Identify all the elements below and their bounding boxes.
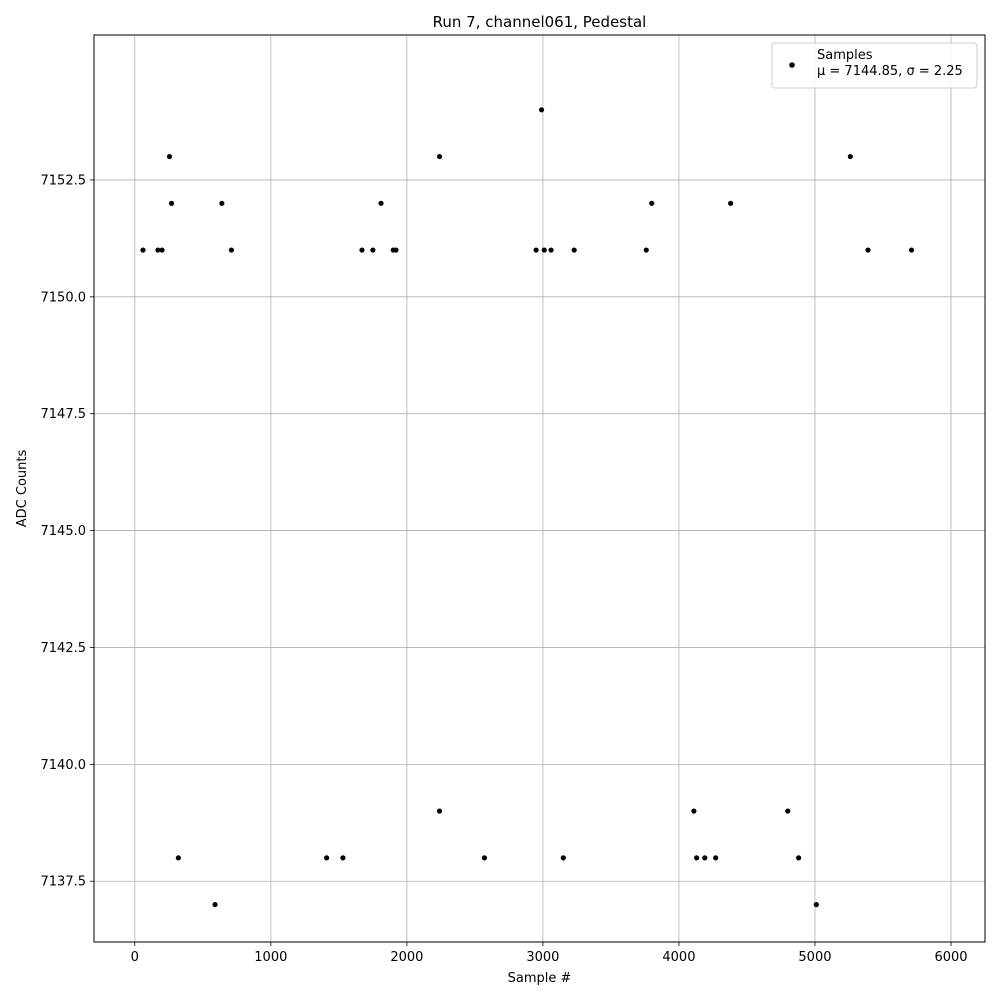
- data-point: [865, 247, 871, 253]
- data-point: [649, 200, 655, 206]
- data-point: [533, 247, 539, 253]
- legend-box: [771, 42, 978, 89]
- data-point: [908, 247, 915, 253]
- x-axis-label: Sample #: [508, 971, 572, 986]
- y-tick-label: 7142.5: [41, 641, 87, 656]
- x-tick-label: 5000: [798, 950, 831, 965]
- grid: [94, 35, 985, 942]
- axis-ticks: 0 1000 2000 3000 4000 5000 6000 7137.5 7140.0 714…: [41, 173, 968, 965]
- y-tick-label: 7137.5: [41, 875, 87, 890]
- data-point: [785, 808, 791, 814]
- data-point: [481, 855, 488, 861]
- data-point: [140, 247, 146, 253]
- data-point: [694, 855, 700, 861]
- legend-label: Samples: [817, 48, 873, 63]
- data-point: [643, 247, 649, 253]
- data-point: [378, 200, 384, 206]
- data-point: [370, 247, 376, 253]
- data-point: [538, 107, 545, 113]
- x-tick-label: 3000: [526, 950, 559, 965]
- data-point: [847, 153, 853, 160]
- plot-frame: [93, 34, 986, 943]
- data-point: [436, 153, 443, 160]
- y-tick-label: 7152.5: [41, 173, 87, 188]
- data-point: [359, 247, 365, 253]
- y-tick-label: 7147.5: [41, 407, 87, 422]
- data-point: [168, 200, 175, 206]
- data-point: [340, 855, 346, 861]
- y-tick-label: 7150.0: [41, 290, 87, 305]
- data-point: [166, 153, 173, 160]
- x-tick-label: 6000: [934, 950, 967, 965]
- data-point: [548, 247, 554, 253]
- data-point: [796, 855, 802, 861]
- x-tick-label: 2000: [390, 950, 423, 965]
- legend-stats: μ = 7144.85, σ = 2.25: [817, 64, 963, 79]
- data-point: [393, 247, 399, 253]
- data-point: [228, 247, 234, 253]
- y-axis-label: ADC Counts: [15, 450, 30, 528]
- chart-title: Run 7, channel061, Pedestal: [433, 13, 647, 31]
- data-point: [571, 247, 577, 253]
- data-point: [155, 247, 161, 253]
- data-point: [541, 247, 547, 253]
- y-tick-label: 7145.0: [41, 524, 87, 539]
- legend[interactable]: Samples μ = 7144.85, σ = 2.25: [771, 42, 978, 89]
- data-point: [713, 855, 719, 861]
- data-points: [140, 107, 915, 908]
- data-point: [212, 901, 218, 908]
- data-point: [159, 247, 165, 253]
- data-point: [324, 855, 330, 861]
- data-point: [813, 901, 819, 908]
- data-point: [728, 200, 734, 206]
- data-point: [219, 200, 225, 206]
- data-point: [175, 855, 181, 861]
- x-tick-label: 1000: [254, 950, 287, 965]
- x-tick-label: 0: [131, 950, 139, 965]
- legend-marker: [789, 62, 795, 68]
- data-point: [702, 855, 708, 861]
- x-tick-label: 4000: [662, 950, 695, 965]
- data-point: [436, 808, 443, 814]
- data-point: [691, 808, 697, 814]
- data-point: [560, 855, 566, 861]
- y-tick-label: 7140.0: [41, 758, 87, 773]
